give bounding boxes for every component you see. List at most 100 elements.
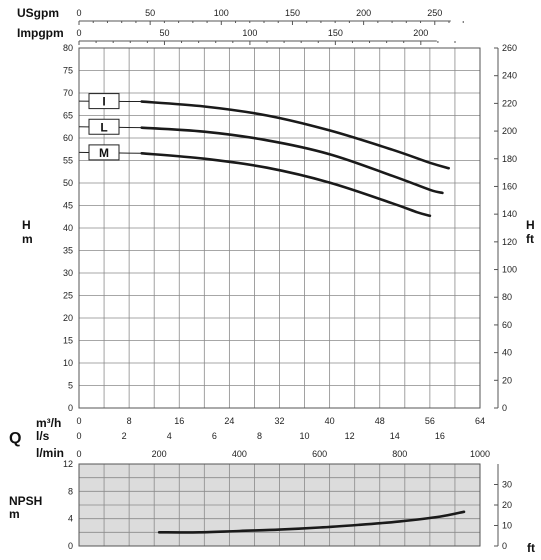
head-y-tick-label: 45 <box>63 201 73 211</box>
head-y-tick-label: 10 <box>63 358 73 368</box>
m3h-tick-label: 32 <box>274 416 284 426</box>
head-chart-grid <box>79 48 480 408</box>
head-y2-tick-label: 80 <box>502 292 512 302</box>
head-tick-labels: 0510152025303540455055606570758002040608… <box>63 8 517 413</box>
top-axis-tick-label: 50 <box>145 8 155 18</box>
m3h-tick-label: 16 <box>174 416 184 426</box>
head-y2-tick-label: 120 <box>502 237 517 247</box>
m3h-axis-label: m³/h <box>36 416 61 430</box>
head-y2-tick-label: 0 <box>502 403 507 413</box>
npsh-y2-tick-label: 20 <box>502 500 512 510</box>
top-axis-tick-label: 150 <box>285 8 300 18</box>
head-y-tick-label: 35 <box>63 246 73 256</box>
head-y-quantity-left: H <box>22 218 31 232</box>
head-y-tick-label: 75 <box>63 66 73 76</box>
head-y2-tick-label: 140 <box>502 209 517 219</box>
head-y2-tick-label: 220 <box>502 98 517 108</box>
head-series-I: I <box>78 93 450 170</box>
m3h-tick-label: 48 <box>375 416 385 426</box>
npsh-y2-tick-label: 0 <box>502 541 507 551</box>
top-axis-tick-label: 0 <box>76 28 81 38</box>
head-chart-frame <box>78 47 481 409</box>
npsh-y-quantity: NPSH <box>9 494 42 508</box>
head-y2-tick-label: 200 <box>502 126 517 136</box>
head-y-tick-label: 15 <box>63 336 73 346</box>
top-axis-tick-label: 200 <box>413 28 428 38</box>
head-y2-tick-label: 100 <box>502 265 517 275</box>
lmin-tick-label: 200 <box>152 449 167 459</box>
head-y-unit-right: ft <box>526 232 534 246</box>
ls-tick-label: 16 <box>435 431 445 441</box>
m3h-tick-label: 56 <box>425 416 435 426</box>
usgpm-axis-label: USgpm <box>17 6 59 20</box>
npsh-y2-tick-label: 30 <box>502 480 512 490</box>
m3h-tick-label: 40 <box>325 416 335 426</box>
head-y2-tick-label: 180 <box>502 154 517 164</box>
top-axis-tick-label: 0 <box>76 8 81 18</box>
flow-q-label: Q <box>9 430 21 447</box>
ls-tick-label: 8 <box>257 431 262 441</box>
m3h-tick-label: 24 <box>224 416 234 426</box>
head-y-tick-label: 30 <box>63 268 73 278</box>
ls-tick-label: 14 <box>390 431 400 441</box>
head-curves: ILM <box>78 93 450 218</box>
lmin-tick-label: 0 <box>76 449 81 459</box>
head-y-tick-label: 25 <box>63 291 73 301</box>
head-y2-tick-label: 260 <box>502 43 517 53</box>
top-axis-tick-label: 200 <box>356 8 371 18</box>
npsh-y-unit: m <box>9 507 20 521</box>
head-y2-tick-label: 240 <box>502 71 517 81</box>
lmin-tick-label: 600 <box>312 449 327 459</box>
series-curve <box>140 100 450 170</box>
head-y2-tick-label: 40 <box>502 348 512 358</box>
lmin-axis-label: l/min <box>36 446 64 460</box>
npsh-y-tick-label: 8 <box>68 486 73 496</box>
top-axis-tick-label: 150 <box>328 28 343 38</box>
ls-tick-label: 0 <box>76 431 81 441</box>
head-y-tick-label: 65 <box>63 111 73 121</box>
series-tag-label: I <box>102 95 105 109</box>
top-axis-tick-label: 250 <box>427 8 442 18</box>
npsh-curve <box>157 510 466 534</box>
ls-tick-label: 4 <box>167 431 172 441</box>
npsh-chart-frame <box>78 463 481 547</box>
lmin-tick-label: 800 <box>392 449 407 459</box>
series-curve <box>140 152 432 218</box>
head-y2-tick-label: 20 <box>502 375 512 385</box>
flow-axis-tick-labels: 0 8 16 24 32 40 48 56 640 2 4 6 8 10 12 14 160 200 400 600 8… <box>76 416 490 459</box>
npsh-y-tick-label: 0 <box>68 541 73 551</box>
head-y-tick-label: 20 <box>63 313 73 323</box>
npsh-tick-labels: 0 4 8 12 0 10 20 30 <box>63 459 512 551</box>
npsh-y-tick-label: 4 <box>68 514 73 524</box>
head-y2-tick-label: 160 <box>502 181 517 191</box>
series-curve <box>140 126 444 195</box>
lmin-tick-label: 1000 <box>470 449 490 459</box>
head-y2-tick-label: 60 <box>502 320 512 330</box>
npsh-series-curve <box>157 510 466 534</box>
ls-tick-label: 6 <box>212 431 217 441</box>
impgpm-axis-label: Impgpm <box>17 26 64 40</box>
head-y-unit-left: m <box>22 232 33 246</box>
head-y-tick-label: 5 <box>68 381 73 391</box>
series-tag-box <box>88 144 120 161</box>
ls-tick-label: 12 <box>345 431 355 441</box>
head-y-tick-label: 0 <box>68 403 73 413</box>
m3h-tick-label: 8 <box>127 416 132 426</box>
series-tag-box <box>88 93 120 110</box>
npsh-y-tick-label: 12 <box>63 459 73 469</box>
head-y-tick-label: 70 <box>63 88 73 98</box>
series-tag-label: M <box>99 146 109 160</box>
ls-tick-label: 10 <box>300 431 310 441</box>
top-axis-tick-label: 100 <box>242 28 257 38</box>
lmin-tick-label: 400 <box>232 449 247 459</box>
m3h-tick-label: 0 <box>76 416 81 426</box>
head-y-tick-label: 40 <box>63 223 73 233</box>
head-y-quantity-right: H <box>526 218 535 232</box>
head-y-tick-label: 55 <box>63 156 73 166</box>
head-y-tick-label: 60 <box>63 133 73 143</box>
head-series-L: L <box>78 118 444 195</box>
m3h-tick-label: 64 <box>475 416 485 426</box>
ls-tick-label: 2 <box>122 431 127 441</box>
npsh-y2-tick-label: 10 <box>502 521 512 531</box>
